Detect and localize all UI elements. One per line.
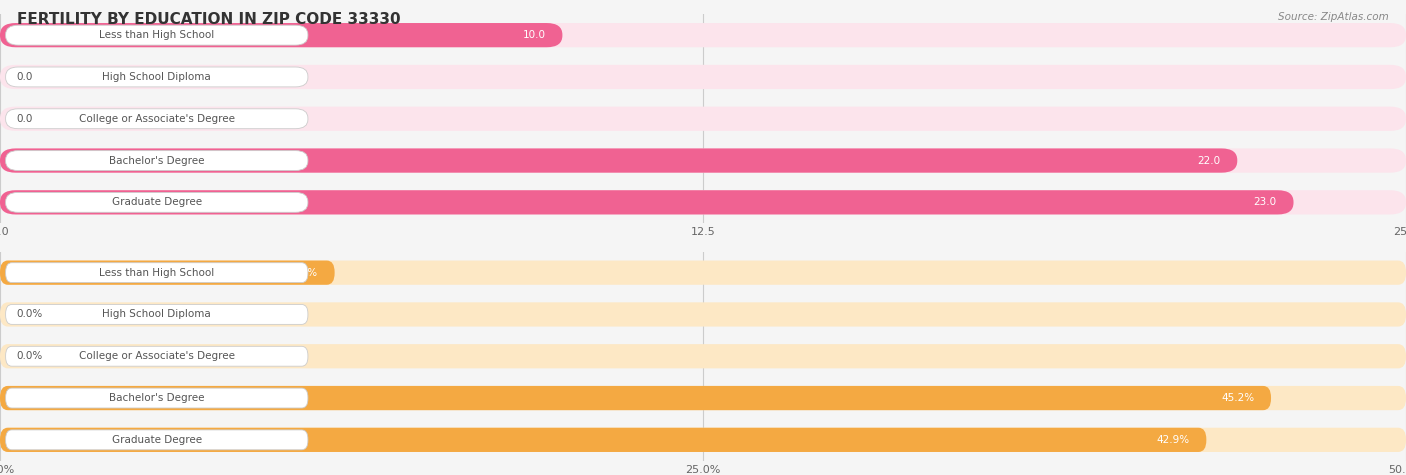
FancyBboxPatch shape [0,23,1406,48]
FancyBboxPatch shape [0,23,562,48]
Text: Bachelor's Degree: Bachelor's Degree [110,393,204,403]
Text: Less than High School: Less than High School [100,30,214,40]
Text: 42.9%: 42.9% [1156,435,1189,445]
Text: Graduate Degree: Graduate Degree [111,197,202,208]
FancyBboxPatch shape [0,428,1406,452]
FancyBboxPatch shape [6,25,308,45]
Text: College or Associate's Degree: College or Associate's Degree [79,351,235,361]
FancyBboxPatch shape [6,263,308,283]
FancyBboxPatch shape [0,148,1237,173]
Text: College or Associate's Degree: College or Associate's Degree [79,114,235,124]
FancyBboxPatch shape [6,430,308,450]
Text: 0.0%: 0.0% [17,351,44,361]
FancyBboxPatch shape [0,65,1406,89]
FancyBboxPatch shape [6,304,308,324]
FancyBboxPatch shape [0,260,335,285]
Text: 0.0: 0.0 [17,114,34,124]
Text: Bachelor's Degree: Bachelor's Degree [110,155,204,166]
Text: 23.0: 23.0 [1254,197,1277,208]
FancyBboxPatch shape [0,190,1406,215]
Text: Source: ZipAtlas.com: Source: ZipAtlas.com [1278,12,1389,22]
FancyBboxPatch shape [0,106,1406,131]
FancyBboxPatch shape [0,302,1406,327]
FancyBboxPatch shape [0,386,1271,410]
Text: 22.0: 22.0 [1198,155,1220,166]
Text: 0.0%: 0.0% [17,309,44,320]
FancyBboxPatch shape [6,388,308,408]
Text: 11.9%: 11.9% [284,267,318,278]
Text: 45.2%: 45.2% [1220,393,1254,403]
FancyBboxPatch shape [0,428,1206,452]
FancyBboxPatch shape [6,346,308,366]
Text: High School Diploma: High School Diploma [103,309,211,320]
FancyBboxPatch shape [6,192,308,212]
FancyBboxPatch shape [0,148,1406,173]
Text: 10.0: 10.0 [523,30,546,40]
Text: Graduate Degree: Graduate Degree [111,435,202,445]
Text: 0.0: 0.0 [17,72,34,82]
FancyBboxPatch shape [0,386,1406,410]
FancyBboxPatch shape [6,67,308,87]
FancyBboxPatch shape [0,260,1406,285]
Text: FERTILITY BY EDUCATION IN ZIP CODE 33330: FERTILITY BY EDUCATION IN ZIP CODE 33330 [17,12,401,27]
FancyBboxPatch shape [0,344,1406,369]
FancyBboxPatch shape [6,109,308,129]
Text: High School Diploma: High School Diploma [103,72,211,82]
FancyBboxPatch shape [6,151,308,171]
FancyBboxPatch shape [0,190,1294,215]
Text: Less than High School: Less than High School [100,267,214,278]
